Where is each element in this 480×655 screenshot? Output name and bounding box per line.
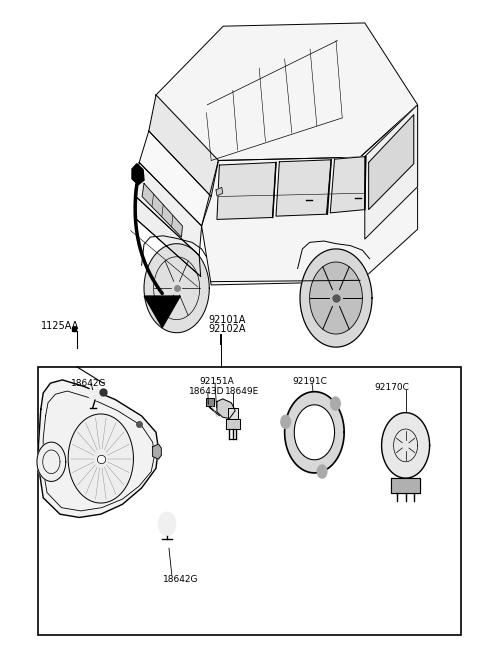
- Polygon shape: [156, 23, 418, 160]
- Text: 18643D: 18643D: [189, 386, 224, 396]
- Circle shape: [310, 262, 362, 334]
- Polygon shape: [365, 105, 418, 239]
- Polygon shape: [134, 195, 201, 276]
- Polygon shape: [330, 157, 366, 213]
- Circle shape: [285, 392, 344, 473]
- Text: 1125AA: 1125AA: [41, 321, 79, 331]
- Circle shape: [281, 415, 290, 428]
- Circle shape: [294, 405, 335, 460]
- Circle shape: [37, 442, 66, 481]
- Text: 92170C: 92170C: [374, 383, 409, 392]
- Polygon shape: [202, 105, 418, 285]
- Polygon shape: [216, 187, 223, 196]
- Polygon shape: [228, 408, 238, 419]
- Circle shape: [382, 413, 430, 478]
- Polygon shape: [226, 419, 240, 429]
- Text: 18649E: 18649E: [225, 386, 259, 396]
- Polygon shape: [142, 183, 182, 237]
- Polygon shape: [153, 444, 161, 459]
- Circle shape: [317, 465, 327, 478]
- Polygon shape: [139, 131, 211, 226]
- Circle shape: [331, 397, 340, 410]
- Polygon shape: [391, 478, 420, 493]
- Circle shape: [68, 414, 133, 503]
- FancyArrow shape: [144, 296, 180, 328]
- Circle shape: [144, 244, 209, 333]
- Polygon shape: [132, 164, 144, 185]
- Polygon shape: [149, 95, 218, 196]
- Polygon shape: [217, 399, 235, 419]
- Text: 92102A: 92102A: [209, 324, 246, 335]
- Text: 92151A: 92151A: [199, 377, 234, 386]
- Circle shape: [300, 249, 372, 347]
- Text: 92191C: 92191C: [293, 377, 328, 386]
- Polygon shape: [134, 162, 202, 255]
- Polygon shape: [276, 160, 331, 216]
- Ellipse shape: [88, 387, 102, 400]
- Circle shape: [158, 512, 176, 536]
- Text: 18642G: 18642G: [163, 575, 199, 584]
- Polygon shape: [369, 115, 414, 210]
- Polygon shape: [38, 380, 158, 517]
- FancyBboxPatch shape: [38, 367, 461, 635]
- Text: 18642G: 18642G: [71, 379, 107, 388]
- Polygon shape: [217, 162, 276, 219]
- Text: 92101A: 92101A: [209, 314, 246, 325]
